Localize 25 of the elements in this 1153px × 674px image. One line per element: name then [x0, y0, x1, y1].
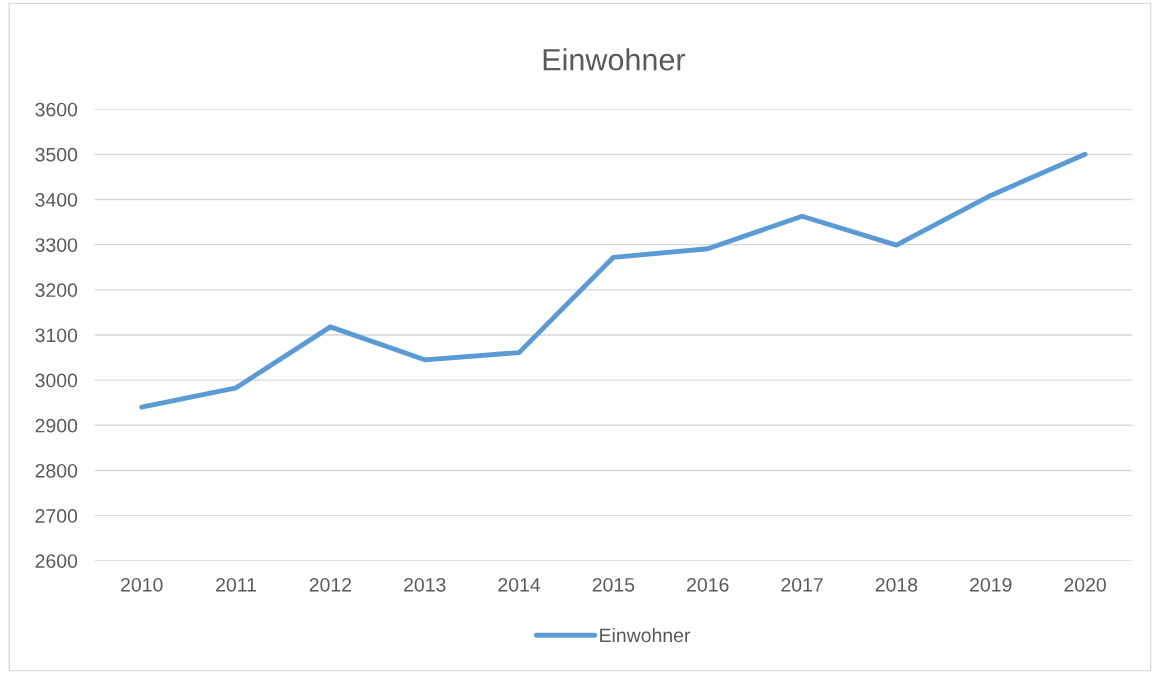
x-tick-label: 2017 — [781, 577, 823, 592]
x-tick-label: 2020 — [1064, 577, 1106, 592]
y-tick-label: 3300 — [35, 238, 78, 252]
y-tick-label: 3200 — [35, 283, 78, 298]
y-tick-label: 3400 — [35, 192, 78, 207]
x-tick-label: 2013 — [404, 577, 446, 592]
y-tick-label: 3000 — [35, 373, 78, 388]
x-tick-label: 2015 — [592, 577, 635, 592]
x-tick-label: 2014 — [498, 577, 541, 592]
x-tick-label: 2016 — [687, 577, 729, 592]
x-tick-label: 2012 — [309, 577, 352, 592]
y-tick-label: 3600 — [35, 102, 78, 117]
x-tick-label: 2018 — [875, 577, 918, 592]
y-tick-label: 3500 — [35, 147, 78, 162]
y-tick-label: 2900 — [35, 418, 78, 433]
x-tick-label: 2019 — [970, 577, 1012, 592]
y-tick-label: 2600 — [35, 554, 78, 569]
legend-label: Einwohner — [600, 627, 691, 643]
y-tick-label: 3100 — [35, 328, 78, 343]
x-tick-label: 2011 — [216, 577, 257, 592]
line-series — [139, 151, 1088, 410]
y-tick-label: 2700 — [35, 509, 78, 523]
y-tick-label: 2800 — [35, 463, 78, 478]
chart-title: Einwohner — [543, 48, 686, 71]
x-tick-label: 2010 — [121, 577, 163, 592]
